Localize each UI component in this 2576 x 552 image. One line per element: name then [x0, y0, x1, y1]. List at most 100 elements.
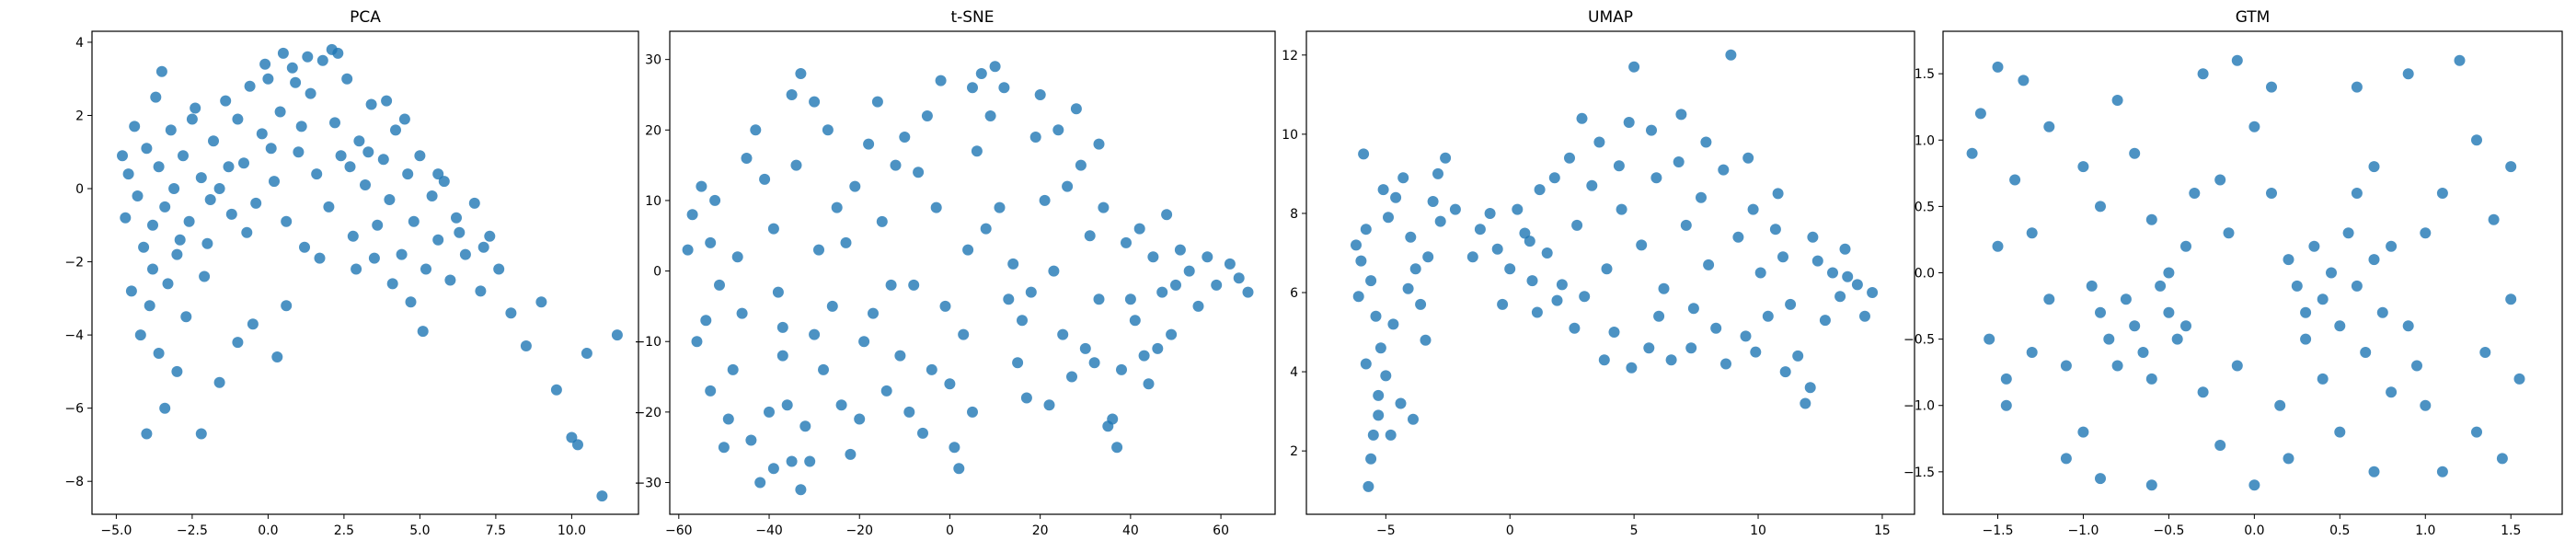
scatter-point — [772, 286, 784, 298]
scatter-point — [1531, 306, 1543, 318]
scatter-point — [2274, 399, 2286, 411]
scatter-point — [414, 150, 426, 162]
scatter-point — [341, 73, 353, 85]
scatter-point — [736, 307, 748, 319]
scatter-point — [147, 263, 158, 275]
scatter-point — [998, 82, 1010, 94]
x-tick-label: 40 — [1122, 523, 1139, 538]
scatter-point — [799, 420, 811, 432]
scatter-point — [353, 135, 365, 147]
scatter-point — [1202, 251, 1213, 263]
scatter-point — [1116, 363, 1127, 375]
x-tick-label: 15 — [1874, 523, 1891, 538]
x-tick-label: −2.5 — [177, 523, 208, 538]
scatter-point — [705, 236, 717, 248]
scatter-point — [250, 197, 262, 209]
scatter-point — [293, 146, 305, 158]
scatter-point — [1839, 243, 1851, 255]
scatter-point — [813, 244, 824, 256]
y-tick-label: 0 — [75, 182, 84, 197]
scatter-point — [1098, 201, 1110, 213]
scatter-point — [381, 95, 393, 107]
x-tick-label: −60 — [665, 523, 693, 538]
scatter-point — [372, 219, 384, 231]
scatter-point — [1121, 236, 1132, 248]
scatter-point — [153, 348, 165, 359]
scatter-point — [159, 402, 171, 414]
scatter-point — [1383, 212, 1394, 224]
scatter-point — [405, 296, 417, 308]
scatter-point — [153, 161, 165, 173]
scatter-point — [1066, 371, 1077, 383]
scatter-point — [125, 285, 137, 297]
scatter-point — [484, 230, 496, 242]
x-tick-label: 1.5 — [2501, 523, 2521, 538]
y-tick-label: 0.5 — [1915, 200, 1935, 214]
scatter-point — [1819, 315, 1831, 327]
scatter-point — [885, 279, 897, 291]
scatter-points — [117, 43, 623, 502]
x-tick-label: 0 — [1506, 523, 1514, 538]
scatter-point — [939, 300, 951, 312]
scatter-point — [2111, 95, 2123, 106]
scatter-point — [2197, 386, 2209, 398]
scatter-point — [566, 431, 578, 443]
x-tick-label: 10.0 — [558, 523, 586, 538]
scatter-point — [199, 270, 211, 282]
scatter-point — [1161, 209, 1173, 221]
scatter-point — [1374, 342, 1386, 354]
scatter-point — [1628, 61, 1640, 73]
scatter-point — [468, 197, 480, 209]
scatter-point — [1703, 259, 1715, 270]
x-tick-label: 60 — [1213, 523, 1229, 538]
scatter-point — [1491, 243, 1503, 255]
scatter-point — [1029, 132, 1041, 143]
scatter-point — [1785, 298, 1797, 310]
scatter-point — [1170, 279, 1181, 291]
scatter-point — [1859, 310, 1870, 322]
scatter-point — [1710, 322, 1722, 334]
scatter-point — [913, 167, 925, 178]
scatter-point — [767, 223, 779, 235]
scatter-point — [2163, 267, 2175, 279]
scatter-point — [845, 448, 857, 460]
scatter-point — [1747, 203, 1759, 215]
scatter-point — [2411, 360, 2422, 372]
scatter-point — [2145, 373, 2157, 385]
scatter-point — [2505, 161, 2517, 173]
scatter-point — [935, 75, 947, 86]
scatter-point — [1397, 172, 1409, 184]
scatter-point — [890, 159, 902, 171]
scatter-point — [1779, 366, 1791, 378]
scatter-point — [2505, 293, 2517, 305]
scatter-point — [2351, 280, 2363, 292]
scatter-point — [1211, 279, 1223, 291]
scatter-point — [822, 124, 834, 136]
scatter-point — [1143, 378, 1155, 390]
scatter-point — [1569, 322, 1581, 334]
scatter-point — [134, 329, 146, 341]
scatter-point — [2351, 81, 2363, 93]
scatter-point — [493, 263, 505, 275]
scatter-point — [1124, 293, 1136, 305]
scatter-point — [1579, 291, 1591, 303]
scatter-point — [190, 102, 201, 114]
scatter-point — [1111, 442, 1123, 454]
scatter-point — [1626, 362, 1638, 374]
x-tick-label: 10 — [1750, 523, 1766, 538]
scatter-point — [183, 215, 195, 227]
scatter-point — [454, 226, 466, 238]
scatter-point — [1408, 413, 1419, 425]
scatter-point — [2043, 121, 2055, 132]
y-tick-label: −2 — [64, 256, 84, 270]
scatter-point — [2103, 333, 2115, 345]
scatter-point — [894, 350, 906, 362]
scatter-point — [344, 161, 356, 173]
scatter-point — [201, 237, 213, 249]
scatter-point — [2248, 479, 2260, 491]
scatter-point — [2231, 54, 2243, 66]
scatter-point — [281, 215, 293, 227]
scatter-point — [1742, 152, 1754, 164]
scatter-point — [1804, 382, 1816, 394]
scatter-point — [1732, 231, 1744, 243]
